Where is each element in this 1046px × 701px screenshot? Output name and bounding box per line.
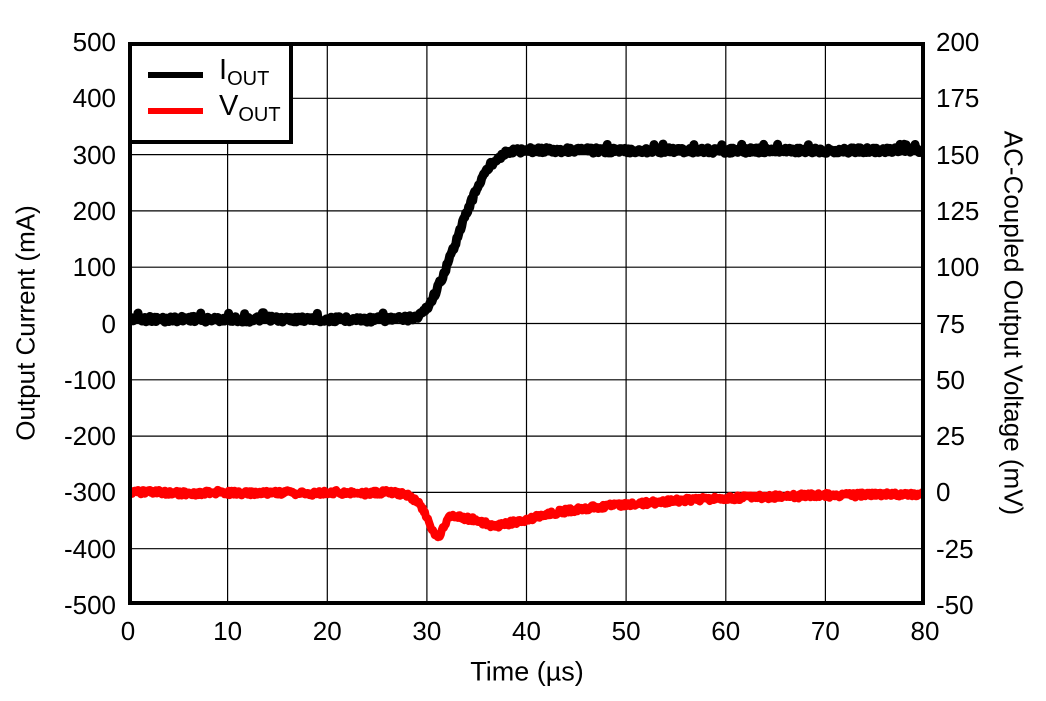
- x-axis-tick-label: 30: [412, 616, 442, 646]
- left-axis-tick-label: -500: [63, 590, 116, 620]
- left-axis-tick-label: 300: [72, 139, 116, 170]
- right-axis-tick-label: 100: [936, 252, 980, 283]
- x-axis-tick-label: 10: [213, 616, 243, 646]
- right-axis-tick-label: 50: [936, 364, 965, 395]
- right-axis-tick-label: 75: [936, 308, 965, 339]
- plot-canvas: [128, 42, 925, 605]
- right-axis-tick-label: 25: [936, 421, 965, 452]
- right-axis-tick-label: 150: [936, 139, 980, 170]
- left-axis-tick-label: 500: [72, 27, 116, 57]
- series-vout-trace: [128, 485, 925, 542]
- left-axis-tick-label: -100: [63, 364, 116, 395]
- vout-line-swatch: [148, 108, 203, 114]
- x-axis-tick-label: 70: [810, 616, 840, 646]
- legend-entry-vout: VOUT: [148, 90, 289, 127]
- right-axis-tick-label: 125: [936, 195, 980, 226]
- legend: IOUT VOUT: [128, 42, 293, 144]
- x-axis-tick-label: 0: [120, 616, 136, 646]
- right-axis-tick-label: 0: [936, 477, 951, 508]
- iout-line-swatch: [148, 72, 203, 78]
- x-axis-tick-label: 40: [512, 616, 541, 646]
- right-axis-tick-label: 175: [936, 83, 980, 114]
- legend-label-iout: IOUT: [219, 54, 270, 91]
- series-iout-trace: [128, 139, 925, 327]
- x-axis-title: Time (µs): [470, 656, 584, 687]
- left-axis-tick-label: -300: [63, 477, 116, 508]
- left-axis-tick-label: -200: [63, 421, 116, 452]
- x-axis-tick-label: 50: [611, 616, 641, 646]
- left-axis-tick-label: 400: [72, 83, 116, 114]
- right-axis-tick-label: -25: [936, 533, 974, 564]
- left-axis-tick-label: 0: [101, 308, 116, 339]
- legend-entry-iout: IOUT: [148, 54, 289, 91]
- plot-frame: [128, 42, 925, 605]
- right-axis-tick-label: 200: [936, 27, 980, 57]
- legend-label-vout: VOUT: [219, 90, 281, 127]
- right-axis-tick-label: -50: [936, 590, 974, 620]
- x-axis-tick-label: 20: [312, 616, 342, 646]
- x-axis-tick-label: 60: [711, 616, 741, 646]
- x-axis-tick-label: 80: [910, 616, 940, 646]
- left-axis-tick-label: -400: [63, 533, 116, 564]
- right-axis-title: AC-Coupled Output Voltage (mV): [998, 130, 1029, 516]
- left-axis-title: Output Current (mA): [10, 205, 41, 441]
- left-axis-tick-label: 100: [72, 252, 116, 283]
- left-axis-tick-label: 200: [72, 195, 116, 226]
